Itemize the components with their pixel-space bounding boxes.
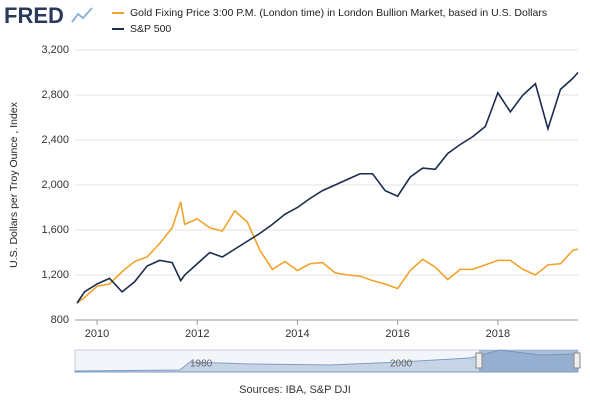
y-tick-label: 3,200	[41, 44, 69, 56]
navigator-selection[interactable]	[479, 350, 578, 372]
x-tick-label: 2016	[385, 328, 409, 340]
navigator[interactable]: 1980 2000	[74, 349, 581, 373]
navigator-label: 2000	[390, 359, 413, 370]
series-line	[76, 71, 579, 304]
x-tick-label: 2018	[486, 328, 510, 340]
x-tick-label: 2010	[85, 328, 109, 340]
navigator-label: 1980	[190, 359, 213, 370]
navigator-handle[interactable]	[573, 352, 581, 369]
y-tick-label: 1,600	[41, 224, 69, 236]
brand-logo[interactable]: FRED	[4, 3, 64, 28]
y-tick-label: 2,800	[41, 89, 69, 101]
y-axis-label: U.S. Dollars per Troy Ounce , Index	[8, 101, 20, 267]
y-tick-label: 800	[51, 314, 69, 326]
x-tick-label: 2012	[185, 328, 209, 340]
source-note: Sources: IBA, S&P DJI	[239, 384, 351, 396]
legend-label: Gold Fixing Price 3:00 P.M. (London time…	[130, 7, 547, 19]
x-tick-label: 2014	[285, 328, 309, 340]
logo-icon	[71, 7, 93, 23]
legend-label: S&P 500	[130, 23, 171, 35]
series-line	[76, 201, 579, 304]
y-tick-label: 2,000	[41, 179, 69, 191]
y-tick-label: 2,400	[41, 134, 69, 146]
navigator-handle[interactable]	[475, 352, 483, 369]
y-tick-label: 1,200	[41, 269, 69, 281]
